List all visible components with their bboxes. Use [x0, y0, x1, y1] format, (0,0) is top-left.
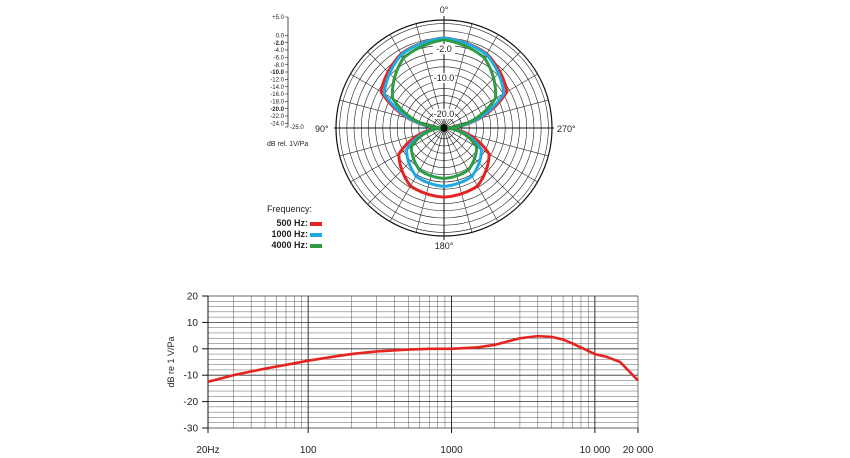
freq-grid [207, 295, 639, 432]
polar-curve-1000hz [382, 36, 506, 188]
legend-title: Frequency: [267, 204, 312, 214]
polar-center-dot [440, 124, 448, 132]
grid-spoke [389, 127, 445, 222]
scale-label: -18.0 [270, 100, 284, 106]
polar-curves [379, 36, 509, 199]
grid-spoke [443, 127, 538, 183]
y-tick-label: 10 [187, 318, 199, 329]
grid-spoke [443, 127, 499, 222]
polar-curve-500hz [379, 36, 509, 199]
grid-spoke [350, 73, 445, 129]
scale-unit-label: dB rel. 1V/Pa [267, 141, 308, 148]
scale-label: -24.0 [270, 122, 284, 128]
scale-label: -16.0 [270, 92, 284, 98]
scale-label: -10.0 [270, 70, 284, 76]
scale-label: -20.0 [270, 107, 284, 113]
scale-label: -6.0 [274, 56, 285, 62]
legend-swatch-500hz [310, 222, 322, 226]
legend-swatch-1000hz [310, 233, 322, 237]
frequency-response-curve [207, 334, 639, 384]
angle-label-left: 90° [315, 124, 329, 134]
legend-label-500hz: 500 Hz: [276, 218, 308, 228]
x-tick-label: 100 [300, 445, 317, 456]
scale-label: -14.0 [270, 85, 284, 91]
y-tick-label: -20 [184, 397, 199, 408]
grid-spoke [367, 127, 445, 205]
polar-curve-4000hz [390, 38, 498, 180]
x-tick-label: 10 000 [580, 445, 611, 456]
x-tick-label: 20Hz [196, 445, 219, 456]
scale-label: 0.0 [276, 34, 285, 40]
grid-spoke [443, 127, 521, 205]
grid-spoke [339, 99, 445, 129]
y-tick-label: -30 [184, 424, 199, 435]
grid-spoke [415, 127, 445, 233]
polar-scale: +5.00.0-2.0-4.0-6.0-8.0-10.0-12.0-14.0-1… [270, 15, 304, 131]
scale-label: -25.0 [290, 125, 304, 131]
ring-label: -2.0 [436, 44, 452, 54]
ring-label: -20.0 [434, 109, 455, 119]
scale-label: -12.0 [270, 78, 284, 84]
y-axis-label: dB re 1 V/Pa [166, 336, 176, 387]
scale-label: +5.0 [272, 15, 285, 21]
scale-label: -4.0 [274, 48, 285, 54]
grid-spoke [350, 127, 445, 183]
legend-label-1000hz: 1000 Hz: [271, 229, 308, 239]
grid-spoke [443, 99, 549, 129]
legend-label-4000hz: 4000 Hz: [271, 240, 308, 250]
grid-spoke [443, 51, 521, 129]
grid-spoke [367, 51, 445, 129]
scale-label: -22.0 [270, 114, 284, 120]
x-tick-label: 20 000 [623, 445, 654, 456]
x-tick-label: 1000 [440, 445, 463, 456]
angle-label-right: 270° [557, 124, 576, 134]
legend-swatch-4000hz [310, 244, 322, 248]
scale-label: -2.0 [274, 41, 285, 47]
y-tick-label: -10 [184, 371, 199, 382]
angle-label-bottom: 180° [435, 241, 454, 251]
y-tick-label: 0 [192, 344, 198, 355]
grid-spoke [443, 73, 538, 129]
angle-label-top: 0° [440, 5, 449, 15]
grid-spoke [443, 127, 473, 233]
polar-legend: Frequency: 500 Hz: 1000 Hz: 4000 Hz: [267, 204, 322, 250]
ring-label: -10.0 [434, 73, 455, 83]
scale-label: -8.0 [274, 63, 285, 69]
y-tick-label: 20 [187, 292, 199, 303]
